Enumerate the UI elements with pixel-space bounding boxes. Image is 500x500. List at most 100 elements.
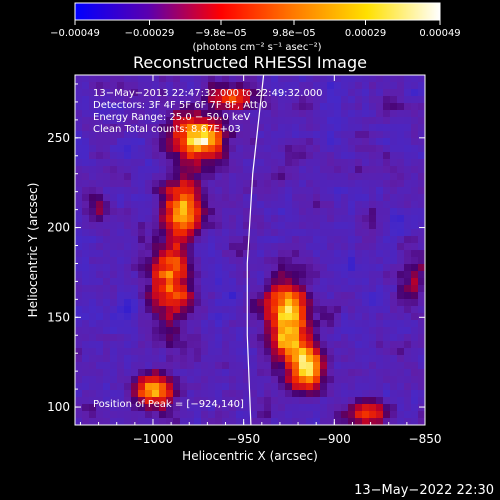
heatmap-cell	[152, 376, 160, 384]
heatmap-cell	[208, 278, 216, 286]
heatmap-cell	[201, 201, 209, 209]
heatmap-cell	[215, 355, 223, 363]
heatmap-cell	[257, 411, 265, 419]
heatmap-cell	[299, 306, 307, 314]
heatmap-cell	[250, 180, 258, 188]
heatmap-cell	[348, 271, 356, 279]
heatmap-cell	[187, 299, 195, 307]
heatmap-cell	[215, 257, 223, 265]
heatmap-cell	[152, 369, 160, 377]
heatmap-cell	[383, 103, 391, 111]
heatmap-cell	[173, 320, 181, 328]
heatmap-cell	[250, 236, 258, 244]
heatmap-cell	[75, 404, 83, 412]
heatmap-cell	[348, 320, 356, 328]
heatmap-cell	[117, 208, 125, 216]
heatmap-cell	[89, 355, 97, 363]
heatmap-cell	[320, 404, 328, 412]
heatmap-cell	[124, 271, 132, 279]
heatmap-cell	[278, 418, 286, 425]
heatmap-cell	[313, 264, 321, 272]
heatmap-cell	[313, 257, 321, 265]
heatmap-cell	[187, 145, 195, 153]
heatmap-cell	[194, 187, 202, 195]
heatmap-cell	[194, 131, 202, 139]
heatmap-cell	[334, 327, 342, 335]
heatmap-cell	[327, 264, 335, 272]
heatmap-cell	[292, 292, 300, 300]
heatmap-cell	[89, 166, 97, 174]
heatmap-cell	[285, 229, 293, 237]
heatmap-cell	[411, 236, 419, 244]
heatmap-cell	[124, 201, 132, 209]
heatmap-cell	[222, 418, 230, 425]
heatmap-cell	[411, 166, 419, 174]
heatmap-cell	[320, 418, 328, 425]
heatmap-cell	[103, 341, 111, 349]
heatmap-cell	[404, 264, 412, 272]
heatmap-cell	[159, 152, 167, 160]
heatmap-cell	[173, 397, 181, 405]
heatmap-cell	[138, 271, 146, 279]
heatmap-cell	[264, 397, 272, 405]
heatmap-cell	[194, 397, 202, 405]
heatmap-cell	[404, 292, 412, 300]
heatmap-cell	[222, 96, 230, 104]
heatmap-cell	[341, 173, 349, 181]
heatmap-cell	[187, 404, 195, 412]
heatmap-cell	[390, 390, 398, 398]
heatmap-cell	[187, 96, 195, 104]
heatmap-cell	[180, 96, 188, 104]
heatmap-cell	[327, 96, 335, 104]
heatmap-cell	[110, 103, 118, 111]
heatmap-cell	[327, 215, 335, 223]
heatmap-cell	[131, 124, 139, 132]
heatmap-cell	[159, 285, 167, 293]
heatmap-cell	[236, 201, 244, 209]
heatmap-cell	[215, 278, 223, 286]
heatmap-cell	[96, 250, 104, 258]
heatmap-cell	[313, 75, 321, 83]
heatmap-cell	[117, 187, 125, 195]
heatmap-cell	[194, 180, 202, 188]
heatmap-cell	[82, 131, 90, 139]
heatmap-cell	[278, 299, 286, 307]
heatmap-cell	[313, 103, 321, 111]
heatmap-cell	[194, 82, 202, 90]
heatmap-cell	[131, 96, 139, 104]
heatmap-cell	[131, 194, 139, 202]
heatmap-cell	[117, 138, 125, 146]
heatmap-cell	[131, 145, 139, 153]
heatmap-cell	[355, 327, 363, 335]
heatmap-cell	[278, 110, 286, 118]
heatmap-cell	[334, 222, 342, 230]
heatmap-cell	[187, 320, 195, 328]
heatmap-cell	[236, 215, 244, 223]
heatmap-cell	[411, 208, 419, 216]
heatmap-cell	[131, 404, 139, 412]
heatmap-cell	[257, 341, 265, 349]
heatmap-cell	[334, 313, 342, 321]
heatmap-cell	[187, 355, 195, 363]
heatmap-cell	[264, 383, 272, 391]
heatmap-cell	[250, 89, 258, 97]
heatmap-cell	[131, 82, 139, 90]
heatmap-cell	[145, 390, 153, 398]
heatmap-cell	[75, 285, 83, 293]
heatmap-cell	[390, 82, 398, 90]
heatmap-cell	[215, 96, 223, 104]
heatmap-cell	[201, 131, 209, 139]
heatmap-cell	[362, 124, 370, 132]
heatmap-cell	[110, 250, 118, 258]
heatmap-cell	[397, 390, 405, 398]
heatmap-cell	[411, 327, 419, 335]
heatmap-cell	[236, 348, 244, 356]
heatmap-cell	[96, 320, 104, 328]
heatmap-cell	[222, 75, 230, 83]
heatmap-cell	[362, 236, 370, 244]
heatmap-cell	[145, 411, 153, 419]
heatmap-cell	[404, 124, 412, 132]
heatmap-cell	[355, 418, 363, 425]
heatmap-cell	[201, 117, 209, 125]
heatmap-cell	[243, 138, 251, 146]
